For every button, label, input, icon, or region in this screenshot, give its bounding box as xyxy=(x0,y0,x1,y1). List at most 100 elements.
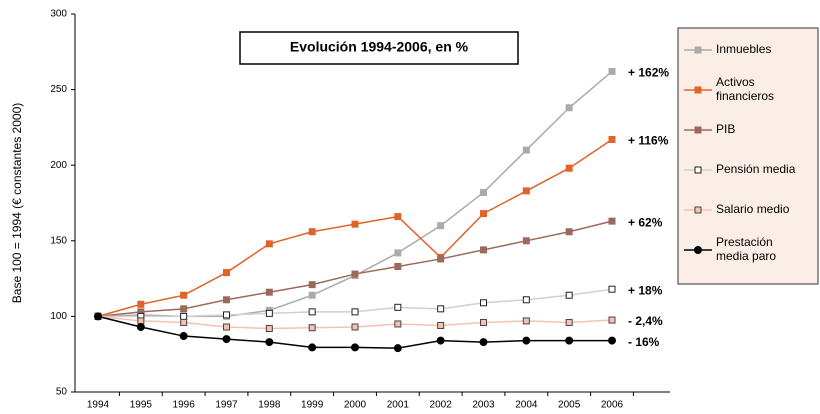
point xyxy=(180,318,188,326)
series-line xyxy=(97,138,613,318)
legend-label: Pensión media xyxy=(716,162,796,176)
point xyxy=(308,228,316,236)
point xyxy=(394,263,402,271)
x-tick-label: 1996 xyxy=(173,400,196,411)
point xyxy=(394,320,402,328)
x-tick-label: 1999 xyxy=(301,400,324,411)
point xyxy=(222,335,231,344)
y-axis-label: Base 100 = 1994 (€ constantes 2000) xyxy=(10,103,24,303)
end-label: + 18% xyxy=(628,283,663,297)
end-label: + 116% xyxy=(628,134,669,148)
point xyxy=(608,135,616,143)
legend-marker xyxy=(694,46,702,54)
point xyxy=(180,312,188,320)
point xyxy=(480,318,487,326)
point xyxy=(180,291,188,299)
legend-box xyxy=(677,27,819,285)
point xyxy=(608,67,616,75)
point xyxy=(265,240,273,248)
legend-marker xyxy=(694,166,702,174)
point xyxy=(223,311,230,319)
point xyxy=(223,296,230,304)
point xyxy=(394,249,402,257)
point xyxy=(565,336,574,345)
point xyxy=(522,336,531,345)
point xyxy=(180,305,188,313)
point xyxy=(437,222,445,230)
point xyxy=(522,146,530,154)
point xyxy=(265,324,273,332)
point xyxy=(351,343,359,352)
x-tick-label: 2002 xyxy=(430,400,453,411)
point xyxy=(479,338,488,347)
x-tick-label: 1994 xyxy=(87,400,110,411)
y-tick-label: 50 xyxy=(56,387,68,398)
point xyxy=(522,237,530,245)
legend-marker xyxy=(694,246,702,254)
y-tick-label: 300 xyxy=(50,9,67,20)
point xyxy=(436,336,445,345)
point xyxy=(608,217,616,225)
point xyxy=(351,270,359,278)
point xyxy=(480,299,487,307)
legend-label: Inmuebles xyxy=(716,42,771,56)
point xyxy=(394,303,402,311)
end-label: + 162% xyxy=(628,66,669,80)
point xyxy=(265,338,274,347)
series-line xyxy=(97,220,613,318)
point xyxy=(351,308,359,316)
point xyxy=(308,281,316,289)
x-tick-label: 2000 xyxy=(344,400,367,411)
legend-marker xyxy=(694,86,702,94)
y-tick-label: 100 xyxy=(50,311,67,322)
point xyxy=(608,336,616,345)
legend-label: Activos financieros xyxy=(716,75,774,103)
chart-title: Evolución 1994-2006, en % xyxy=(290,39,469,55)
x-tick-label: 2005 xyxy=(558,400,581,411)
point xyxy=(437,255,445,263)
point xyxy=(437,305,445,313)
legend-label: Salario medio xyxy=(716,202,790,216)
point xyxy=(480,210,487,218)
y-tick-label: 150 xyxy=(50,235,67,246)
point xyxy=(480,188,487,196)
point xyxy=(94,312,102,321)
point xyxy=(565,291,573,299)
point xyxy=(308,308,316,316)
point xyxy=(480,246,487,254)
point xyxy=(437,321,445,329)
point xyxy=(522,317,530,325)
point xyxy=(308,324,316,332)
legend-label: PIB xyxy=(716,122,735,136)
point xyxy=(265,309,273,317)
x-tick-label: 2001 xyxy=(387,400,410,411)
legend-marker xyxy=(694,126,702,134)
x-tick-label: 2006 xyxy=(601,400,624,411)
legend-marker xyxy=(694,206,702,214)
point xyxy=(137,300,145,308)
title-box xyxy=(239,31,519,65)
point xyxy=(351,323,359,331)
point xyxy=(308,291,316,299)
point xyxy=(394,213,402,221)
point xyxy=(265,288,273,296)
x-tick-label: 2003 xyxy=(472,400,495,411)
end-label: - 16% xyxy=(628,335,660,349)
point xyxy=(565,318,573,326)
end-label: + 62% xyxy=(628,215,663,229)
x-tick-label: 1995 xyxy=(130,400,153,411)
point xyxy=(223,323,230,331)
point xyxy=(608,316,616,324)
point xyxy=(565,104,573,112)
end-label: - 2,4% xyxy=(628,314,663,328)
y-tick-label: 250 xyxy=(50,84,67,95)
point xyxy=(522,296,530,304)
point xyxy=(223,269,230,277)
point xyxy=(351,220,359,228)
legend-label: Prestación media paro xyxy=(716,235,776,263)
y-tick-label: 200 xyxy=(50,160,67,171)
point xyxy=(179,332,188,341)
point xyxy=(565,164,573,172)
series-line xyxy=(97,70,613,318)
